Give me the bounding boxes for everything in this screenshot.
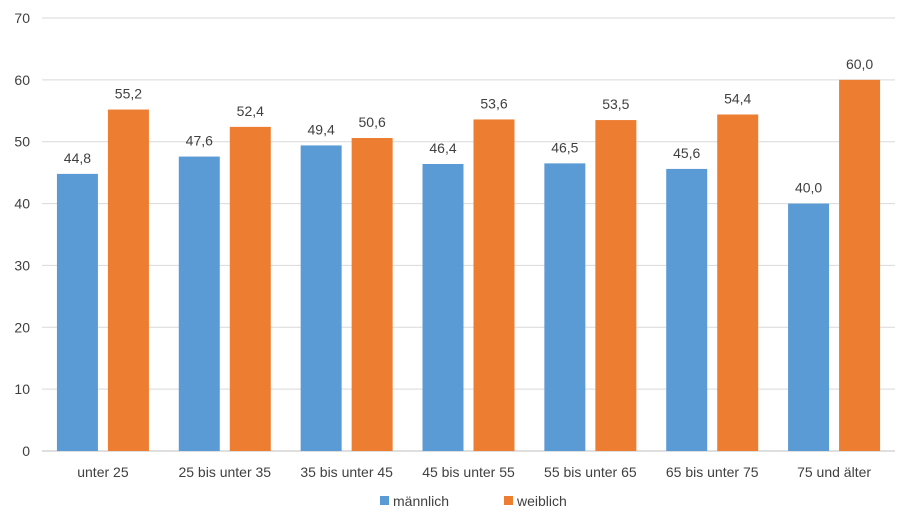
bar-weiblich xyxy=(717,114,759,452)
bar-maennlich xyxy=(422,163,464,452)
bar-weiblich xyxy=(107,109,149,451)
bar-weiblich xyxy=(473,119,515,452)
y-tick-label: 30 xyxy=(14,257,30,273)
bar-weiblich xyxy=(595,120,637,452)
data-label: 44,8 xyxy=(64,150,91,166)
x-tick-label: 65 bis unter 75 xyxy=(666,464,759,480)
data-label: 47,6 xyxy=(186,133,213,149)
data-label: 46,5 xyxy=(551,139,578,155)
x-axis: unter 25 25 bis unter 35 35 bis unter 45 45… xyxy=(77,464,871,480)
bar-weiblich xyxy=(839,79,881,451)
bar-maennlich xyxy=(178,156,220,451)
data-label: 54,4 xyxy=(724,90,751,106)
data-label: 45,6 xyxy=(673,145,700,161)
bars xyxy=(56,79,881,452)
data-label: 53,6 xyxy=(480,95,507,111)
legend-swatch xyxy=(380,496,389,505)
data-label: 60,0 xyxy=(846,56,873,72)
data-labels: 44,8 55,2 47,6 52,4 49,4 50,6 46,4 53,6 46,5 53,5… xyxy=(64,56,874,196)
bar-maennlich xyxy=(788,203,830,451)
legend: männlich weiblich xyxy=(380,493,567,509)
bar-maennlich xyxy=(666,168,708,451)
data-label: 55,2 xyxy=(115,86,142,102)
x-tick-label: 35 bis unter 45 xyxy=(300,464,393,480)
bar-weiblich xyxy=(229,126,271,452)
bar-maennlich xyxy=(544,163,586,451)
y-tick-label: 0 xyxy=(22,443,30,459)
data-label: 49,4 xyxy=(308,121,335,137)
y-tick-label: 50 xyxy=(14,134,30,150)
x-tick-label: 55 bis unter 65 xyxy=(544,464,637,480)
x-tick-label: 25 bis unter 35 xyxy=(178,464,271,480)
legend-label: männlich xyxy=(393,493,449,509)
data-label: 40,0 xyxy=(795,180,822,196)
data-label: 46,4 xyxy=(429,140,456,156)
y-tick-label: 20 xyxy=(14,319,30,335)
gridlines xyxy=(42,17,895,452)
bar-weiblich xyxy=(351,138,393,451)
data-label: 50,6 xyxy=(359,114,386,130)
y-tick-label: 60 xyxy=(14,72,30,88)
bar-maennlich xyxy=(300,145,342,451)
legend-label: weiblich xyxy=(516,493,567,509)
y-tick-label: 10 xyxy=(14,381,30,397)
bar-maennlich xyxy=(56,173,98,451)
y-tick-label: 40 xyxy=(14,196,30,212)
y-tick-label: 70 xyxy=(14,10,30,26)
data-label: 52,4 xyxy=(237,103,264,119)
x-tick-label: unter 25 xyxy=(77,464,129,480)
legend-swatch xyxy=(504,496,513,505)
x-tick-label: 45 bis unter 55 xyxy=(422,464,515,480)
y-axis: 0 10 20 30 40 50 60 70 xyxy=(14,10,30,459)
x-tick-label: 75 und älter xyxy=(797,464,871,480)
data-label: 53,5 xyxy=(602,96,629,112)
